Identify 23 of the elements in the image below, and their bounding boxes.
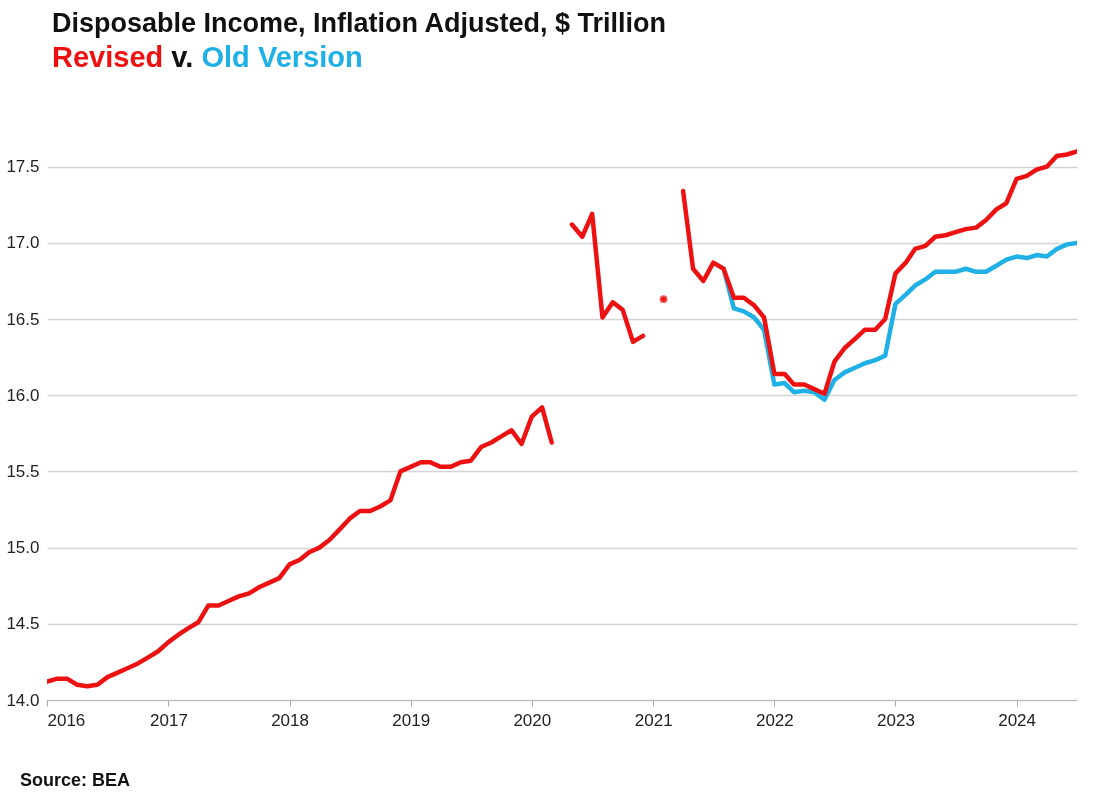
x-tick-label: 2018 <box>271 710 309 730</box>
x-tick-label: 2016 <box>47 710 86 730</box>
text: Old Version <box>201 41 363 73</box>
source-note: Source: BEA <box>20 770 131 791</box>
y-tick-label: 14.5 <box>6 614 40 634</box>
x-tick-label: 2021 <box>634 710 673 730</box>
x-tick-label: 2024 <box>998 710 1037 730</box>
text: Revised <box>52 41 164 73</box>
y-tick-label: 15.5 <box>6 461 40 481</box>
chart-subtitle: v. <box>171 41 194 73</box>
y-tick-label: 15.0 <box>6 538 40 558</box>
y-tick-label: 17.5 <box>6 157 40 177</box>
x-tick-label: 2019 <box>392 710 431 730</box>
x-tick-label: 2017 <box>150 710 188 730</box>
y-tick-label: 14.0 <box>6 690 40 710</box>
x-tick-label: 2022 <box>755 710 794 730</box>
line-series <box>721 240 1077 403</box>
x-tick-label: 2023 <box>877 710 915 730</box>
chart-title: Disposable Income, Inflation Adjusted, $ Trillion <box>52 8 667 39</box>
y-tick-label: 16.5 <box>6 309 40 329</box>
y-tick-label: 17.0 <box>6 233 40 253</box>
x-tick-label: 2020 <box>513 710 552 730</box>
y-tick-label: 16.0 <box>6 385 40 405</box>
